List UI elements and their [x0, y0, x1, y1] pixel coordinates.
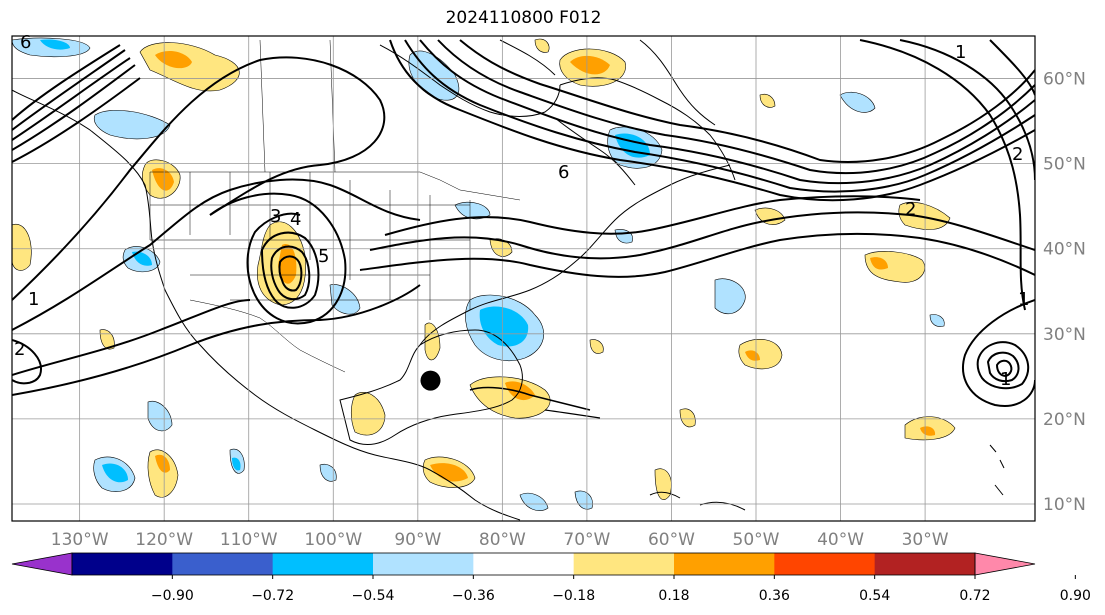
colorbar-segment — [272, 553, 374, 575]
contour-label: 6 — [20, 32, 31, 53]
negative-anomaly — [319, 463, 337, 482]
latitude-tick-label: 50°N — [1043, 155, 1086, 175]
contour-label: 3 — [270, 206, 281, 227]
positive-anomaly — [99, 329, 115, 350]
colorbar-extend-high — [974, 552, 1036, 576]
graticule — [12, 36, 1035, 521]
colorbar-segment — [72, 553, 173, 575]
negative-anomaly — [232, 457, 241, 471]
colorbar-tick-label: 0.90 — [1060, 588, 1091, 604]
colorbar-tick-label: −0.18 — [552, 588, 595, 604]
positive-anomaly — [920, 426, 936, 436]
negative-anomaly — [454, 201, 491, 220]
negative-anomaly — [839, 91, 876, 113]
negative-anomaly — [479, 306, 529, 347]
latitude-tick-label: 20°N — [1043, 410, 1086, 430]
colorbar-segment — [172, 553, 274, 575]
positive-anomaly — [679, 408, 696, 428]
anomaly-shading — [12, 37, 956, 511]
colorbar-tick-label: 0.36 — [759, 588, 790, 604]
colorbar: −0.90 −0.72 −0.54 −0.36 −0.18 0.18 0.36 0.54 0.7… — [11, 552, 1091, 604]
longitude-tick-label: 80°W — [479, 530, 526, 550]
negative-anomaly — [147, 400, 173, 432]
colorbar-segment — [874, 553, 976, 575]
colorbar-tick-label: −0.54 — [352, 588, 395, 604]
colorbar-tick-label: −0.72 — [251, 588, 294, 604]
positive-anomaly — [754, 207, 786, 225]
contour-label: 6 — [558, 162, 569, 183]
positive-anomaly — [570, 55, 610, 75]
positive-anomaly — [424, 322, 441, 361]
contour-label: 1 — [28, 289, 39, 310]
map-frame — [11, 35, 1036, 522]
colorbar-segment — [774, 553, 876, 575]
colorbar-segment — [373, 553, 474, 575]
positive-anomaly — [505, 381, 535, 401]
contour-label: 2 — [1012, 144, 1023, 165]
longitude-tick-label: 60°W — [648, 530, 695, 550]
positive-anomaly — [589, 339, 604, 354]
longitude-tick-label: 50°W — [733, 530, 780, 550]
colorbar-segment — [674, 553, 775, 575]
longitude-tick-label: 90°W — [394, 530, 441, 550]
contour-label: 1 — [1000, 369, 1011, 390]
longitude-labels: 130°W 120°W 110°W 100°W 90°W 80°W 70°W 60°W 50°W… — [51, 530, 949, 550]
contour-label: 1 — [955, 42, 966, 63]
positive-anomaly — [738, 338, 783, 370]
colorbar-tick-label: 0.54 — [859, 588, 890, 604]
positive-anomaly — [350, 392, 386, 436]
contour-label: 2 — [905, 199, 916, 220]
longitude-tick-label: 120°W — [135, 530, 193, 550]
negative-anomaly — [40, 39, 70, 50]
contour-label: 1 — [1018, 289, 1029, 310]
longitude-tick-label: 40°W — [817, 530, 864, 550]
negative-anomaly — [929, 314, 945, 327]
positive-anomaly — [155, 454, 170, 473]
negative-anomaly — [329, 284, 361, 315]
positive-anomaly — [759, 93, 776, 108]
positive-anomaly — [534, 38, 550, 53]
contour-label: 4 — [290, 209, 301, 230]
negative-anomaly — [132, 251, 152, 266]
colorbar-tick-label: 0.72 — [959, 588, 990, 604]
longitude-tick-label: 130°W — [51, 530, 109, 550]
latitude-tick-label: 40°N — [1043, 240, 1086, 260]
longitude-tick-label: 110°W — [220, 530, 278, 550]
colorbar-segment — [473, 553, 575, 575]
longitude-tick-label: 100°W — [304, 530, 362, 550]
negative-anomaly — [574, 490, 593, 510]
latitude-tick-label: 10°N — [1043, 495, 1086, 515]
map-title: 2024110800 F012 — [445, 8, 602, 28]
colorbar-tick-label: −0.36 — [452, 588, 495, 604]
longitude-tick-label: 30°W — [902, 530, 949, 550]
longitude-tick-label: 70°W — [563, 530, 610, 550]
negative-anomaly — [714, 278, 746, 315]
political-borders — [149, 39, 521, 373]
positive-anomaly — [870, 257, 888, 270]
latitude-labels: 60°N 50°N 40°N 30°N 20°N 10°N — [1043, 70, 1086, 515]
positive-anomaly — [489, 238, 513, 257]
colorbar-tick-label: 0.18 — [658, 588, 689, 604]
colorbar-segment — [573, 553, 675, 575]
contour-label: 5 — [318, 246, 329, 267]
negative-anomaly — [102, 463, 128, 483]
colorbar-tick-label: −0.90 — [151, 588, 194, 604]
negative-anomaly — [519, 492, 549, 511]
colorbar-outline — [71, 552, 976, 576]
coastlines — [12, 39, 1005, 521]
positive-anomaly — [147, 449, 179, 498]
height-contours — [12, 39, 1035, 407]
storm-center-marker — [420, 370, 441, 391]
contour-labels: 6 3 5 4 2 2 1 1 1 2 6 1 — [14, 32, 1029, 390]
latitude-tick-label: 30°N — [1043, 325, 1086, 345]
latitude-tick-label: 60°N — [1043, 70, 1086, 90]
colorbar-extend-low — [11, 552, 73, 576]
positive-anomaly — [12, 223, 32, 271]
positive-anomaly — [430, 463, 468, 482]
negative-anomaly — [93, 109, 171, 140]
positive-anomaly — [278, 244, 297, 284]
contour-label: 2 — [14, 339, 25, 360]
positive-anomaly — [152, 168, 174, 191]
